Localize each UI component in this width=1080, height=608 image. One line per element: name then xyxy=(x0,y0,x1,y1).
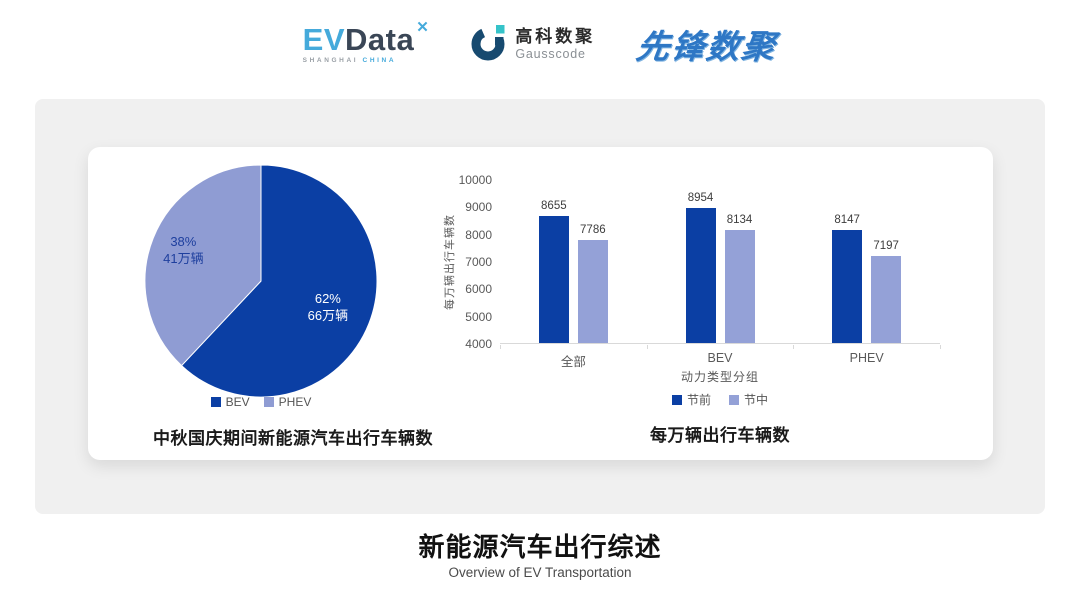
bar-category-PHEV: PHEV xyxy=(849,351,884,365)
legend-swatch-icon xyxy=(263,397,274,407)
pie-legend-item-bev: BEV xyxy=(210,395,250,409)
pie-legend: BEV PHEV xyxy=(144,395,378,409)
pie-legend-item-phev: PHEV xyxy=(263,395,311,409)
pie-slice-bev xyxy=(180,164,378,398)
bar-legend: 节前 节中 xyxy=(500,391,940,408)
bar-value-label: 7197 xyxy=(873,239,899,252)
legend-swatch-icon xyxy=(729,394,739,405)
bar-legend-item-节中: 节中 xyxy=(729,391,768,408)
evdata-ev-text: EV xyxy=(302,21,346,57)
gausscode-wordmark: 高科数聚 Gausscode xyxy=(515,27,595,61)
gausscode-logo: 高科数聚 Gausscode xyxy=(471,23,595,66)
evdata-subtext-china: CHINA xyxy=(362,56,397,64)
header-logo-bar: EV Data ✕ SHANGHAI CHINA 高科数聚 Gausscode 先锋… xyxy=(0,20,1080,68)
gausscode-cn-text: 高科数聚 xyxy=(515,27,596,47)
bar-ytick-6000: 6000 xyxy=(465,282,492,297)
bar-value-label: 8134 xyxy=(726,214,753,227)
bar-xaxis-label: 动力类型分组 xyxy=(680,370,759,384)
report-title: 新能源汽车出行综述 xyxy=(418,532,662,562)
evdata-subtext: SHANGHAI CHINA xyxy=(302,56,430,65)
bar-ytick-5000: 5000 xyxy=(465,309,492,324)
bar-ytick-8000: 8000 xyxy=(465,227,492,242)
bar-ytick-10000: 10000 xyxy=(458,173,492,187)
gausscode-en-text: Gausscode xyxy=(515,46,586,61)
gausscode-ring-icon xyxy=(471,23,507,66)
pie-chart-title: 中秋国庆期间新能源汽车出行车辆数 xyxy=(153,429,433,448)
evdata-logo: EV Data ✕ SHANGHAI CHINA xyxy=(302,20,430,65)
evdata-data-text: Data xyxy=(345,21,415,57)
bar-legend-item-节前: 节前 xyxy=(671,391,711,408)
evdata-wordmark: EV Data ✕ xyxy=(302,20,430,57)
bar-ytick-7000: 7000 xyxy=(465,255,492,269)
bar-value-label: 7786 xyxy=(580,223,606,236)
bar-ytick-4000: 4000 xyxy=(465,337,492,351)
evdata-subtext-shanghai: SHANGHAI xyxy=(302,56,359,64)
bar-category-全部: 全部 xyxy=(560,355,586,369)
bar-节中-全部 xyxy=(577,239,608,343)
legend-swatch-icon xyxy=(210,397,221,407)
report-subtitle: Overview of EV Transportation xyxy=(448,565,632,580)
bar-节前-全部 xyxy=(538,215,569,343)
bar-category-BEV: BEV xyxy=(707,351,733,365)
bar-axis-tickmark xyxy=(646,345,648,349)
bar-value-label: 8954 xyxy=(687,191,714,204)
pie-slice-phev xyxy=(144,164,262,367)
bar-axis-tickmark xyxy=(940,345,941,349)
bar-ytick-9000: 9000 xyxy=(465,200,492,215)
bar-节前-PHEV xyxy=(832,229,863,343)
bar-节前-BEV xyxy=(685,207,716,343)
bar-value-label: 8655 xyxy=(541,199,567,212)
pie-chart xyxy=(144,164,378,398)
bar-节中-BEV xyxy=(724,230,755,343)
pie-label-bev: 62% 66万辆 xyxy=(307,291,349,323)
pioneer-logo: 先锋数聚 xyxy=(634,28,780,65)
bar-axis-tickmark xyxy=(500,345,501,349)
pie-label-phev: 38% 41万辆 xyxy=(163,234,204,266)
bar-节中-PHEV xyxy=(871,255,902,343)
bar-axis-tickmark xyxy=(793,345,795,349)
bar-value-label: 8147 xyxy=(834,213,860,226)
bar-chart-title: 每万辆出行车辆数 xyxy=(650,426,790,445)
bar-plot-area: 8655 7786 8954 8134 8147 7197 xyxy=(500,180,940,344)
evdata-spark-icon: ✕ xyxy=(416,18,430,36)
legend-swatch-icon xyxy=(671,394,682,405)
